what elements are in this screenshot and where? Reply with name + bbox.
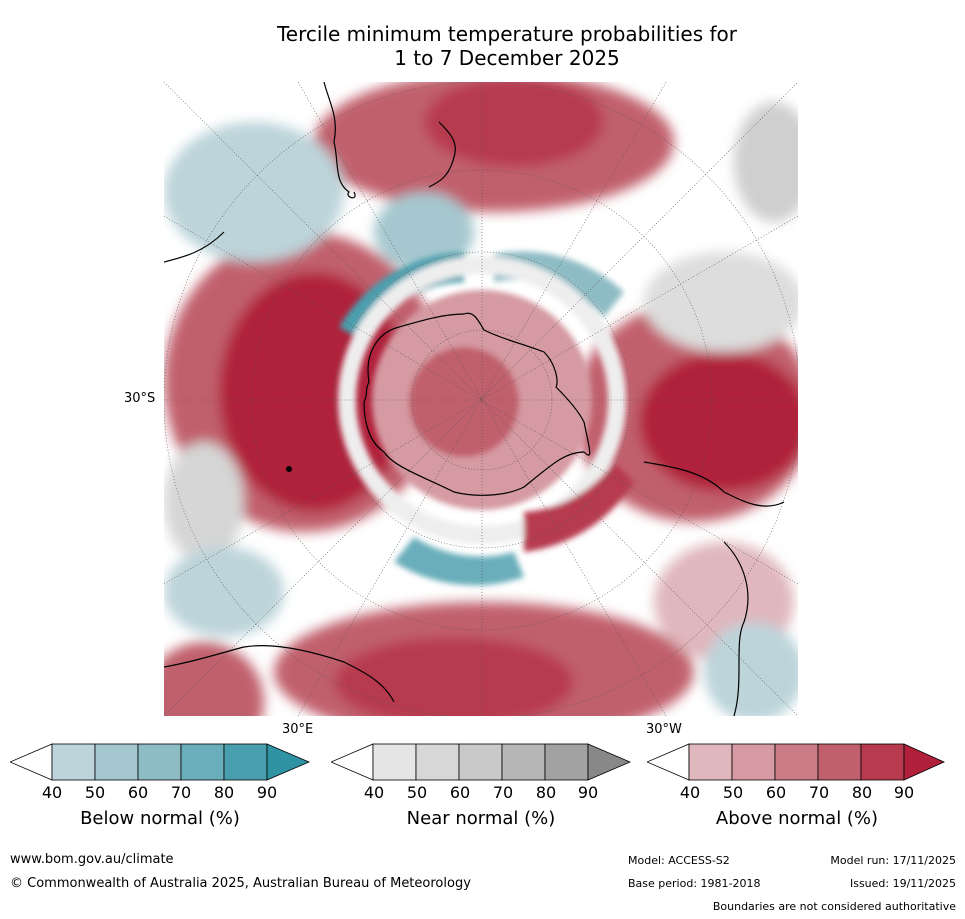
above-tick-70: 70 <box>808 783 830 802</box>
near-tick-60: 60 <box>449 783 471 802</box>
colorbar-below-seg-1 <box>51 743 96 781</box>
below-tick-40: 40 <box>41 783 63 802</box>
meridian-45 <box>164 82 798 716</box>
colorbar-above-right-arrow <box>903 743 945 781</box>
above-core-pacific-east <box>639 352 798 492</box>
colorbar-near-left-arrow <box>329 743 374 781</box>
chart-title: Tercile minimum temperature probabilitie… <box>164 22 850 70</box>
colorbar-below-left-arrow <box>8 743 53 781</box>
colorbar-below <box>8 743 311 787</box>
colorbar-above-seg-5 <box>860 743 905 781</box>
colorbar-below-svg <box>8 743 311 781</box>
colorbar-below-right-arrow <box>266 743 311 781</box>
map-svg <box>164 82 798 716</box>
below-region-australia <box>374 192 474 272</box>
colorbar-above-seg-4 <box>817 743 862 781</box>
above-normal-label: Above normal (%) <box>715 808 879 829</box>
south-africa-coast <box>164 231 225 263</box>
issued-text: Issued: 19/11/2025 <box>849 877 956 890</box>
near-normal-label: Near normal (%) <box>406 808 556 829</box>
below-tick-90: 90 <box>256 783 278 802</box>
colorbar-near-right-arrow <box>587 743 632 781</box>
above-ring-southeast <box>524 462 634 552</box>
near-region-top-right <box>734 102 798 222</box>
island-marker <box>286 466 292 472</box>
antarctica-core <box>409 347 519 457</box>
below-ring-south <box>394 537 524 586</box>
probability-shading <box>164 82 798 716</box>
above-tick-60: 60 <box>765 783 787 802</box>
below-tick-50: 50 <box>84 783 106 802</box>
lat-label-30s: 30°S <box>124 391 156 406</box>
model-run-text: Model run: 17/11/2025 <box>830 854 956 867</box>
colorbar-above-seg-2 <box>731 743 776 781</box>
above-tick-50: 50 <box>722 783 744 802</box>
below-tick-80: 80 <box>213 783 235 802</box>
antarctica-coast <box>363 312 591 496</box>
near-region-west <box>164 442 244 562</box>
colorbar-near-svg <box>329 743 632 781</box>
near-tick-80: 80 <box>535 783 557 802</box>
colorbar-above <box>645 743 947 787</box>
below-tick-60: 60 <box>127 783 149 802</box>
above-tick-90: 90 <box>893 783 915 802</box>
colorbar-near-seg-3 <box>458 743 503 781</box>
colorbar-below-seg-4 <box>180 743 225 781</box>
colorbar-above-left-arrow <box>645 743 690 781</box>
near-tick-40: 40 <box>363 783 385 802</box>
below-normal-label: Below normal (%) <box>80 808 240 829</box>
website-link[interactable]: www.bom.gov.au/climate <box>10 852 174 867</box>
copyright-text: © Commonwealth of Australia 2025, Austra… <box>10 876 471 891</box>
colorbar-above-svg <box>645 743 945 781</box>
colorbar-above-seg-1 <box>688 743 733 781</box>
colorbar-below-seg-5 <box>223 743 268 781</box>
above-tick-40: 40 <box>679 783 701 802</box>
south-america-east-coast <box>723 541 749 716</box>
graticule <box>164 82 798 716</box>
above-core-south-indian <box>334 637 574 716</box>
colorbar-below-seg-2 <box>94 743 139 781</box>
australia-coast <box>323 82 356 199</box>
title-line-2: 1 to 7 December 2025 <box>394 46 620 70</box>
below-region-southwest <box>164 547 284 637</box>
colorbar-near-seg-5 <box>544 743 589 781</box>
colorbar-near-seg-4 <box>501 743 546 781</box>
coastlines <box>164 82 785 716</box>
meridian-120 <box>164 215 798 585</box>
below-region-indian-north <box>164 122 344 262</box>
above-tick-80: 80 <box>851 783 873 802</box>
colorbar-below-seg-3 <box>137 743 182 781</box>
colorbar-near-seg-1 <box>372 743 417 781</box>
africa-south-coast <box>164 645 395 703</box>
below-tick-70: 70 <box>170 783 192 802</box>
base-period-text: Base period: 1981-2018 <box>628 877 761 890</box>
model-text: Model: ACCESS-S2 <box>628 854 730 867</box>
near-tick-90: 90 <box>577 783 599 802</box>
near-tick-50: 50 <box>406 783 428 802</box>
boundaries-disclaimer: Boundaries are not considered authoritat… <box>712 900 956 913</box>
meridian-150 <box>297 82 667 716</box>
title-line-1: Tercile minimum temperature probabilitie… <box>276 22 738 46</box>
below-region-south-atlantic <box>704 622 798 716</box>
lon-label-30e: 30°E <box>282 722 314 737</box>
colorbar-near <box>329 743 632 787</box>
colorbar-near-seg-2 <box>415 743 460 781</box>
near-region-pacific <box>644 252 798 352</box>
probability-map <box>164 82 798 716</box>
colorbar-above-seg-3 <box>774 743 819 781</box>
above-core-tasman <box>424 82 604 167</box>
south-america-tip <box>643 461 785 507</box>
near-tick-70: 70 <box>492 783 514 802</box>
meridian-135 <box>164 82 798 716</box>
lon-label-30w: 30°W <box>646 722 682 737</box>
new-zealand-coast <box>428 121 456 188</box>
above-region-africa-corner <box>164 642 264 716</box>
